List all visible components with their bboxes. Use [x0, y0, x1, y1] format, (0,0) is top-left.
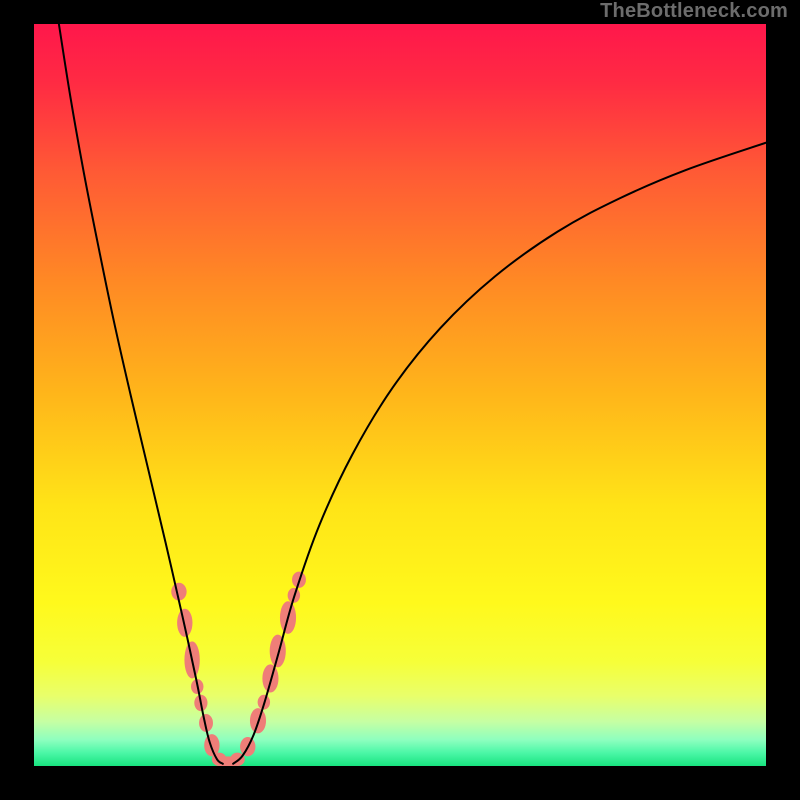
plot-svg [34, 24, 766, 766]
plot-background [34, 24, 766, 766]
chart-container: TheBottleneck.com [0, 0, 800, 800]
watermark-text: TheBottleneck.com [600, 0, 788, 23]
plot-area [34, 24, 766, 766]
data-dot [270, 635, 286, 668]
